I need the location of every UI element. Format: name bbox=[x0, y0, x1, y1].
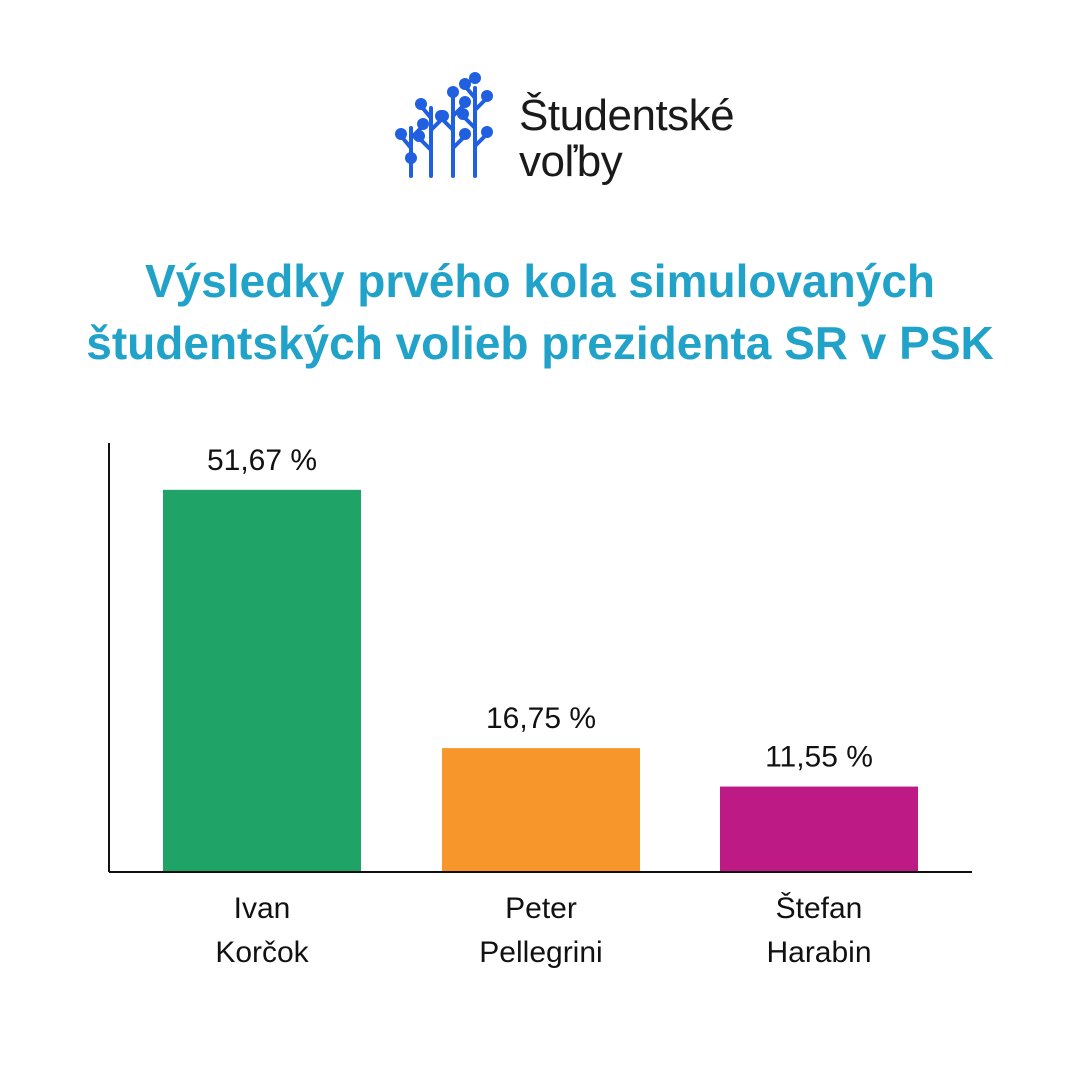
logo: Študentské voľby bbox=[395, 68, 735, 193]
bar-1 bbox=[442, 748, 640, 872]
category-label-1-line1: Peter bbox=[505, 892, 577, 925]
logo-text-line1: Študentské bbox=[519, 91, 735, 140]
category-label-1-line2: Pellegrini bbox=[479, 936, 602, 969]
category-label-2-line2: Harabin bbox=[766, 936, 871, 969]
bar-0 bbox=[163, 489, 361, 872]
category-label-0-line1: Ivan bbox=[234, 892, 291, 925]
chart-title-line1: Výsledky prvého kola simulovaných bbox=[145, 255, 935, 307]
chart-title-line2: študentských volieb prezidenta SR v PSK bbox=[86, 317, 994, 369]
category-label-0-line2: Korčok bbox=[215, 936, 309, 969]
value-label-0: 51,67 % bbox=[207, 444, 317, 477]
value-label-2: 11,55 % bbox=[765, 741, 873, 774]
bars-group bbox=[163, 489, 918, 872]
category-labels-group: Ivan Korčok Peter Pellegrini Štefan Harabin bbox=[215, 891, 871, 969]
tree-circuit-icon bbox=[395, 72, 493, 178]
chart-title: Výsledky prvého kola simulovaných študen… bbox=[0, 250, 1080, 374]
category-label-2-line1: Štefan bbox=[776, 891, 863, 925]
value-label-1: 16,75 % bbox=[486, 702, 596, 735]
bar-2 bbox=[720, 786, 918, 872]
value-labels-group: 51,67 % 16,75 % 11,55 % bbox=[207, 444, 873, 774]
logo-text-line2: voľby bbox=[519, 137, 623, 186]
